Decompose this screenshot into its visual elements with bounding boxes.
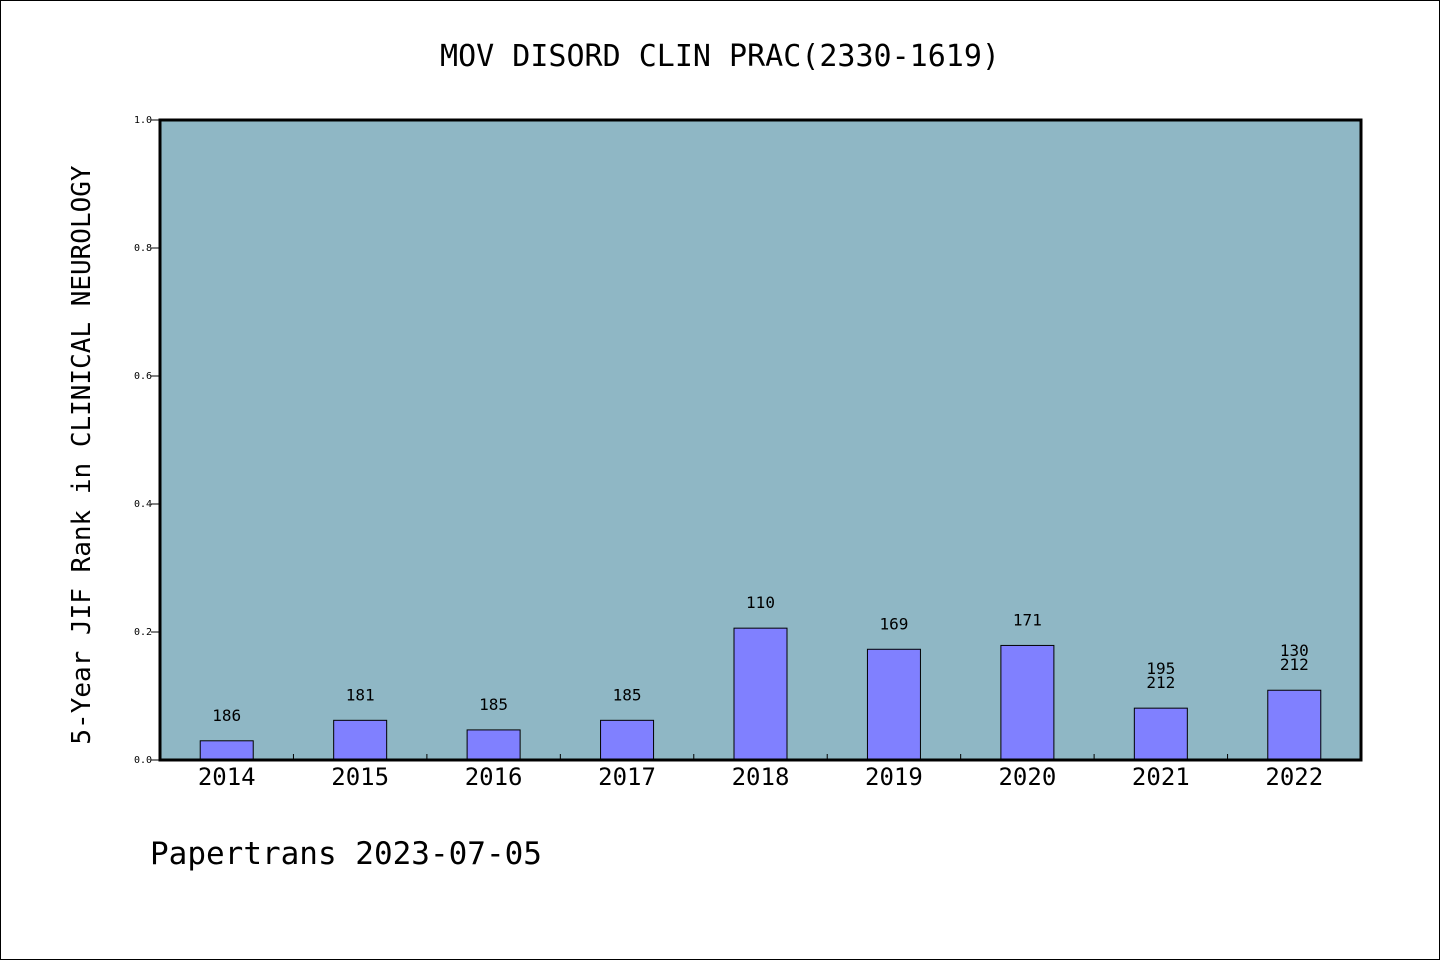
data-label: 186 (212, 706, 241, 725)
data-label: 181 (346, 685, 375, 704)
y-tick-label: 1.0 (134, 115, 152, 126)
data-label: 171 (1013, 610, 1042, 629)
footer-text: Papertrans 2023-07-05 (150, 836, 542, 872)
bar-2018 (733, 627, 788, 761)
x-tick-label: 2014 (198, 763, 256, 791)
data-label: 195 (1146, 659, 1175, 678)
y-tick-label: 0.0 (134, 755, 152, 766)
data-label-group: 2014 186 2015 181 2016 185 2017 185 2018 110 2019 1… (198, 593, 1323, 791)
y-tick-label: 0.6 (134, 371, 152, 382)
y-tick-label: 0.2 (134, 627, 152, 638)
data-label: 212 (1280, 655, 1309, 674)
data-label: 212 (1146, 673, 1175, 692)
chart-title: MOV DISORD CLIN PRAC(2330-1619) (440, 39, 1000, 74)
x-tick-label: 2021 (1132, 763, 1190, 791)
data-label: 185 (479, 695, 508, 714)
data-label: 169 (879, 614, 908, 633)
x-tick-label: 2020 (998, 763, 1056, 791)
x-tick-label: 2019 (865, 763, 923, 791)
bar-2015 (333, 719, 388, 761)
x-tick-label: 2017 (598, 763, 656, 791)
bar-2014 (199, 740, 254, 761)
y-axis-label: 5-Year JIF Rank in CLINICAL NEUROLOGY (67, 165, 97, 745)
bar-2016 (466, 729, 521, 761)
bar-group (199, 627, 1322, 761)
bar-2020 (1000, 644, 1055, 761)
bar-2017 (600, 719, 655, 761)
data-label: 110 (746, 593, 775, 612)
x-tick-label: 2016 (465, 763, 523, 791)
bar-2022 (1267, 689, 1322, 761)
data-label: 185 (613, 685, 642, 704)
x-tick-label: 2022 (1265, 763, 1323, 791)
bar-2019 (866, 648, 921, 761)
y-tick-label: 0.8 (134, 243, 152, 254)
data-label: 130 (1280, 641, 1309, 660)
bar-2021 (1133, 707, 1188, 761)
x-tick-label: 2018 (732, 763, 790, 791)
plot-border (158, 118, 1363, 762)
y-tick-label: 0.4 (134, 499, 152, 510)
x-tick-label: 2015 (331, 763, 389, 791)
